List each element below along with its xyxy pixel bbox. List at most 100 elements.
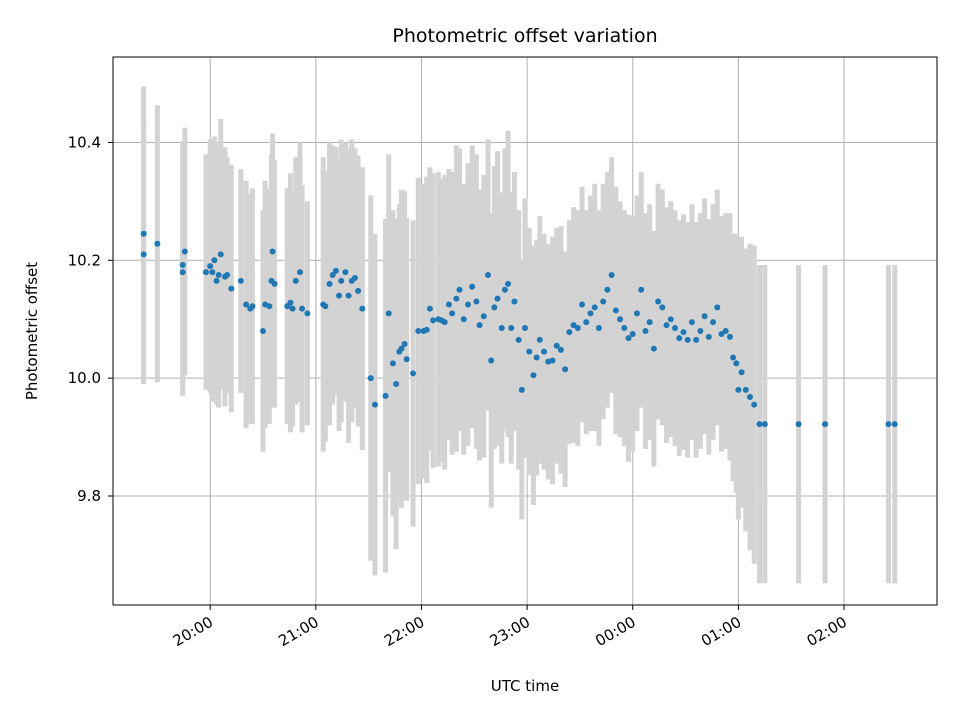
data-point xyxy=(385,310,392,317)
data-point xyxy=(260,328,267,334)
data-point xyxy=(476,322,483,329)
data-point xyxy=(756,421,763,428)
data-point xyxy=(403,356,410,363)
data-point xyxy=(491,304,498,311)
x-axis-label: UTC time xyxy=(491,677,559,695)
data-point xyxy=(795,421,802,428)
data-point xyxy=(266,303,273,310)
data-point xyxy=(342,269,349,276)
data-point xyxy=(553,342,560,349)
data-point xyxy=(747,393,754,400)
data-point xyxy=(566,329,573,336)
data-point xyxy=(299,305,306,312)
data-point xyxy=(498,325,505,332)
data-point xyxy=(445,301,452,308)
data-point xyxy=(389,360,396,367)
data-point xyxy=(591,304,598,311)
data-point xyxy=(289,305,296,312)
data-point xyxy=(296,269,303,276)
data-point xyxy=(536,336,543,343)
data-point xyxy=(621,325,628,332)
data-points xyxy=(140,230,898,428)
data-point xyxy=(485,272,492,279)
data-point xyxy=(891,421,898,428)
data-point xyxy=(464,301,471,308)
data-point xyxy=(338,277,345,284)
data-point xyxy=(583,319,590,326)
y-axis-ticks: 9.8 10.0 10.2 10.4 xyxy=(68,133,113,505)
data-point xyxy=(650,345,657,352)
data-point xyxy=(215,272,222,279)
data-point xyxy=(154,240,161,247)
data-point xyxy=(633,310,640,317)
y-tick-label: 10.2 xyxy=(68,251,101,269)
data-point xyxy=(667,316,674,323)
data-point xyxy=(224,272,231,279)
data-point xyxy=(705,333,712,340)
data-point xyxy=(714,304,721,311)
data-point xyxy=(608,272,615,279)
data-point xyxy=(710,319,717,326)
y-tick-label: 9.8 xyxy=(77,487,101,505)
data-point xyxy=(604,286,611,293)
data-point xyxy=(659,304,666,311)
data-point xyxy=(345,292,352,299)
data-point xyxy=(367,375,374,382)
data-point xyxy=(326,280,333,287)
y-tick-label: 10.4 xyxy=(68,133,101,151)
data-point xyxy=(557,346,564,353)
data-point xyxy=(541,348,548,355)
data-point xyxy=(213,277,220,284)
plot-frame xyxy=(112,56,938,606)
data-point xyxy=(329,272,336,279)
data-point xyxy=(292,277,299,284)
data-point xyxy=(430,317,437,324)
data-point xyxy=(449,310,456,317)
data-point xyxy=(663,322,670,329)
data-point xyxy=(441,319,448,326)
data-point xyxy=(761,421,768,428)
data-point xyxy=(508,325,515,332)
data-point xyxy=(494,295,501,302)
data-point xyxy=(522,325,528,332)
data-point xyxy=(526,348,533,355)
data-point xyxy=(625,335,632,342)
data-point xyxy=(202,269,209,276)
data-point xyxy=(410,370,417,377)
data-point xyxy=(243,301,250,308)
data-point xyxy=(642,328,649,334)
data-point xyxy=(140,251,147,258)
data-point xyxy=(684,336,691,343)
data-point xyxy=(511,298,518,305)
data-point xyxy=(304,310,311,317)
data-point xyxy=(398,345,405,352)
data-point xyxy=(587,310,594,317)
data-point xyxy=(456,286,463,293)
data-point xyxy=(579,301,586,308)
data-point xyxy=(570,322,577,329)
data-point xyxy=(336,292,343,299)
data-point xyxy=(629,330,636,337)
data-point xyxy=(655,298,662,305)
data-point xyxy=(533,354,540,361)
data-point xyxy=(501,286,508,293)
data-point xyxy=(179,262,186,269)
data-point xyxy=(393,381,400,388)
data-point xyxy=(612,307,619,314)
data-point xyxy=(453,295,460,302)
data-point xyxy=(530,372,537,379)
data-point xyxy=(415,328,422,334)
data-point xyxy=(287,299,294,306)
data-point xyxy=(181,248,188,255)
data-point xyxy=(549,357,556,364)
y-axis-label: Photometric offset xyxy=(23,262,41,400)
data-point xyxy=(237,277,244,284)
data-point xyxy=(822,421,829,428)
data-point xyxy=(730,354,737,361)
data-point xyxy=(426,305,433,312)
data-point xyxy=(600,298,607,305)
data-point xyxy=(322,303,329,310)
data-point xyxy=(473,298,480,305)
data-point xyxy=(382,392,389,399)
